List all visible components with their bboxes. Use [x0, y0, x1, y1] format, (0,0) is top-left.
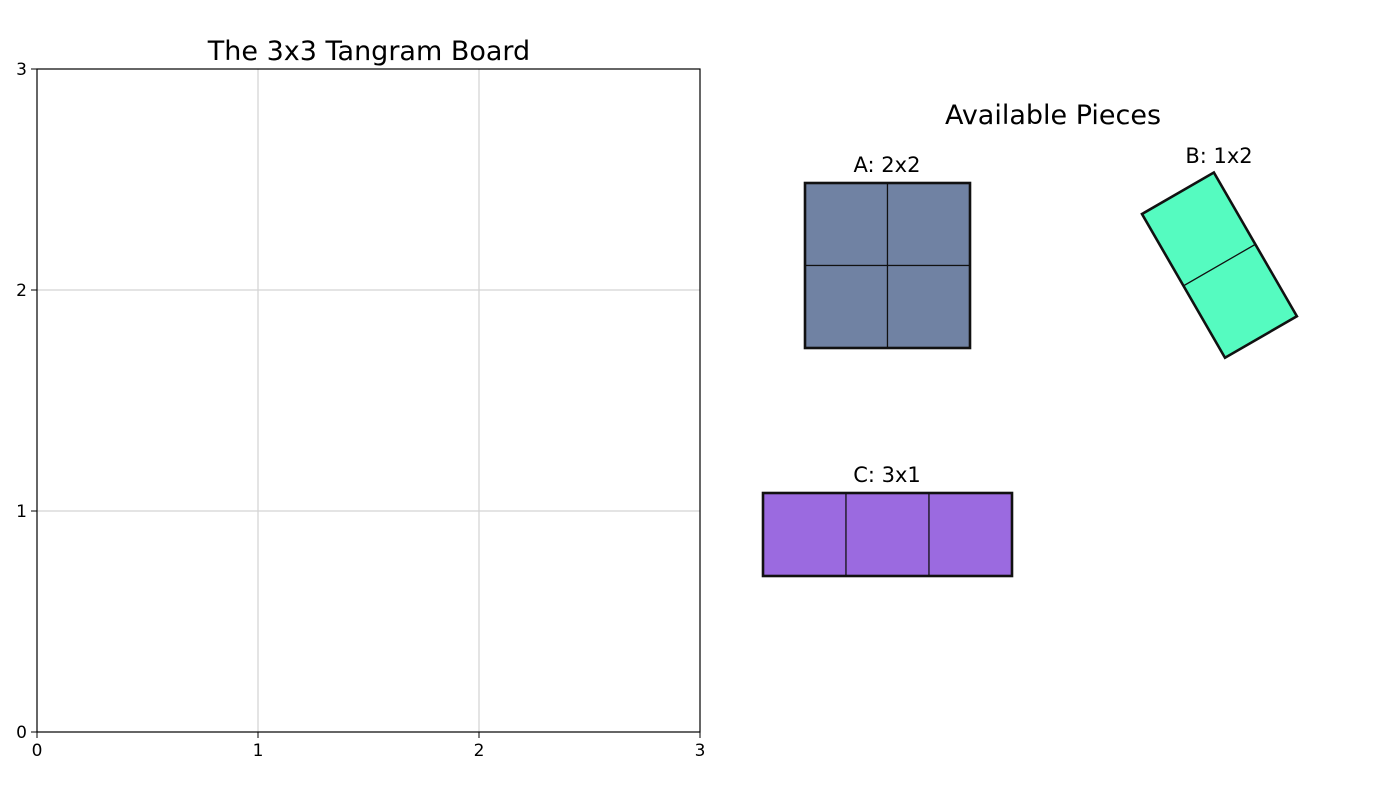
board-title: The 3x3 Tangram Board [207, 36, 530, 67]
x-tick-label: 2 [474, 741, 485, 761]
x-tick-label: 1 [253, 741, 264, 761]
y-tick-0: 0 [16, 723, 37, 743]
piece-a-outline [803, 181, 972, 350]
x-axis: 0 1 2 3 [32, 732, 706, 761]
piece-c-cell [845, 492, 930, 577]
piece-a[interactable]: A: 2x2 [803, 153, 972, 350]
piece-b[interactable]: B: 1x2 [1140, 144, 1299, 360]
tangram-board: The 3x3 Tangram Board 0 1 2 3 0 1 2 3 [16, 36, 705, 761]
piece-a-cell [804, 182, 889, 267]
y-tick-label: 0 [16, 723, 27, 743]
piece-b-shape[interactable] [1140, 170, 1299, 360]
piece-c-shape[interactable] [761, 491, 1014, 578]
y-tick-label: 1 [16, 502, 27, 522]
y-tick-1: 1 [16, 502, 37, 522]
y-tick-label: 3 [16, 60, 27, 80]
board-area[interactable] [37, 69, 700, 732]
x-tick-0: 0 [32, 732, 43, 761]
piece-c-label: C: 3x1 [853, 463, 921, 487]
piece-a-cell [886, 264, 971, 349]
x-tick-label: 0 [32, 741, 43, 761]
piece-c[interactable]: C: 3x1 [761, 463, 1014, 578]
x-tick-3: 3 [695, 732, 706, 761]
piece-c-cell [928, 492, 1013, 577]
y-tick-label: 2 [16, 281, 27, 301]
piece-b-outline [1140, 170, 1299, 360]
board-frame [36, 68, 701, 733]
piece-a-label: A: 2x2 [854, 153, 921, 177]
board-grid [37, 69, 700, 732]
pieces-panel-title: Available Pieces [945, 100, 1161, 131]
pieces-panel: Available Pieces A: 2x2 B: 1x2 C: 3x1 [761, 100, 1299, 578]
piece-c-outline [761, 491, 1014, 578]
y-tick-3: 3 [16, 60, 37, 80]
piece-a-cell [804, 264, 889, 349]
y-axis: 0 1 2 3 [16, 60, 37, 743]
x-tick-label: 3 [695, 741, 706, 761]
x-tick-2: 2 [474, 732, 485, 761]
piece-a-cell [886, 182, 971, 267]
piece-c-cell [762, 492, 847, 577]
x-tick-1: 1 [253, 732, 264, 761]
y-tick-2: 2 [16, 281, 37, 301]
piece-a-shape[interactable] [803, 181, 972, 350]
piece-b-label: B: 1x2 [1185, 144, 1252, 168]
